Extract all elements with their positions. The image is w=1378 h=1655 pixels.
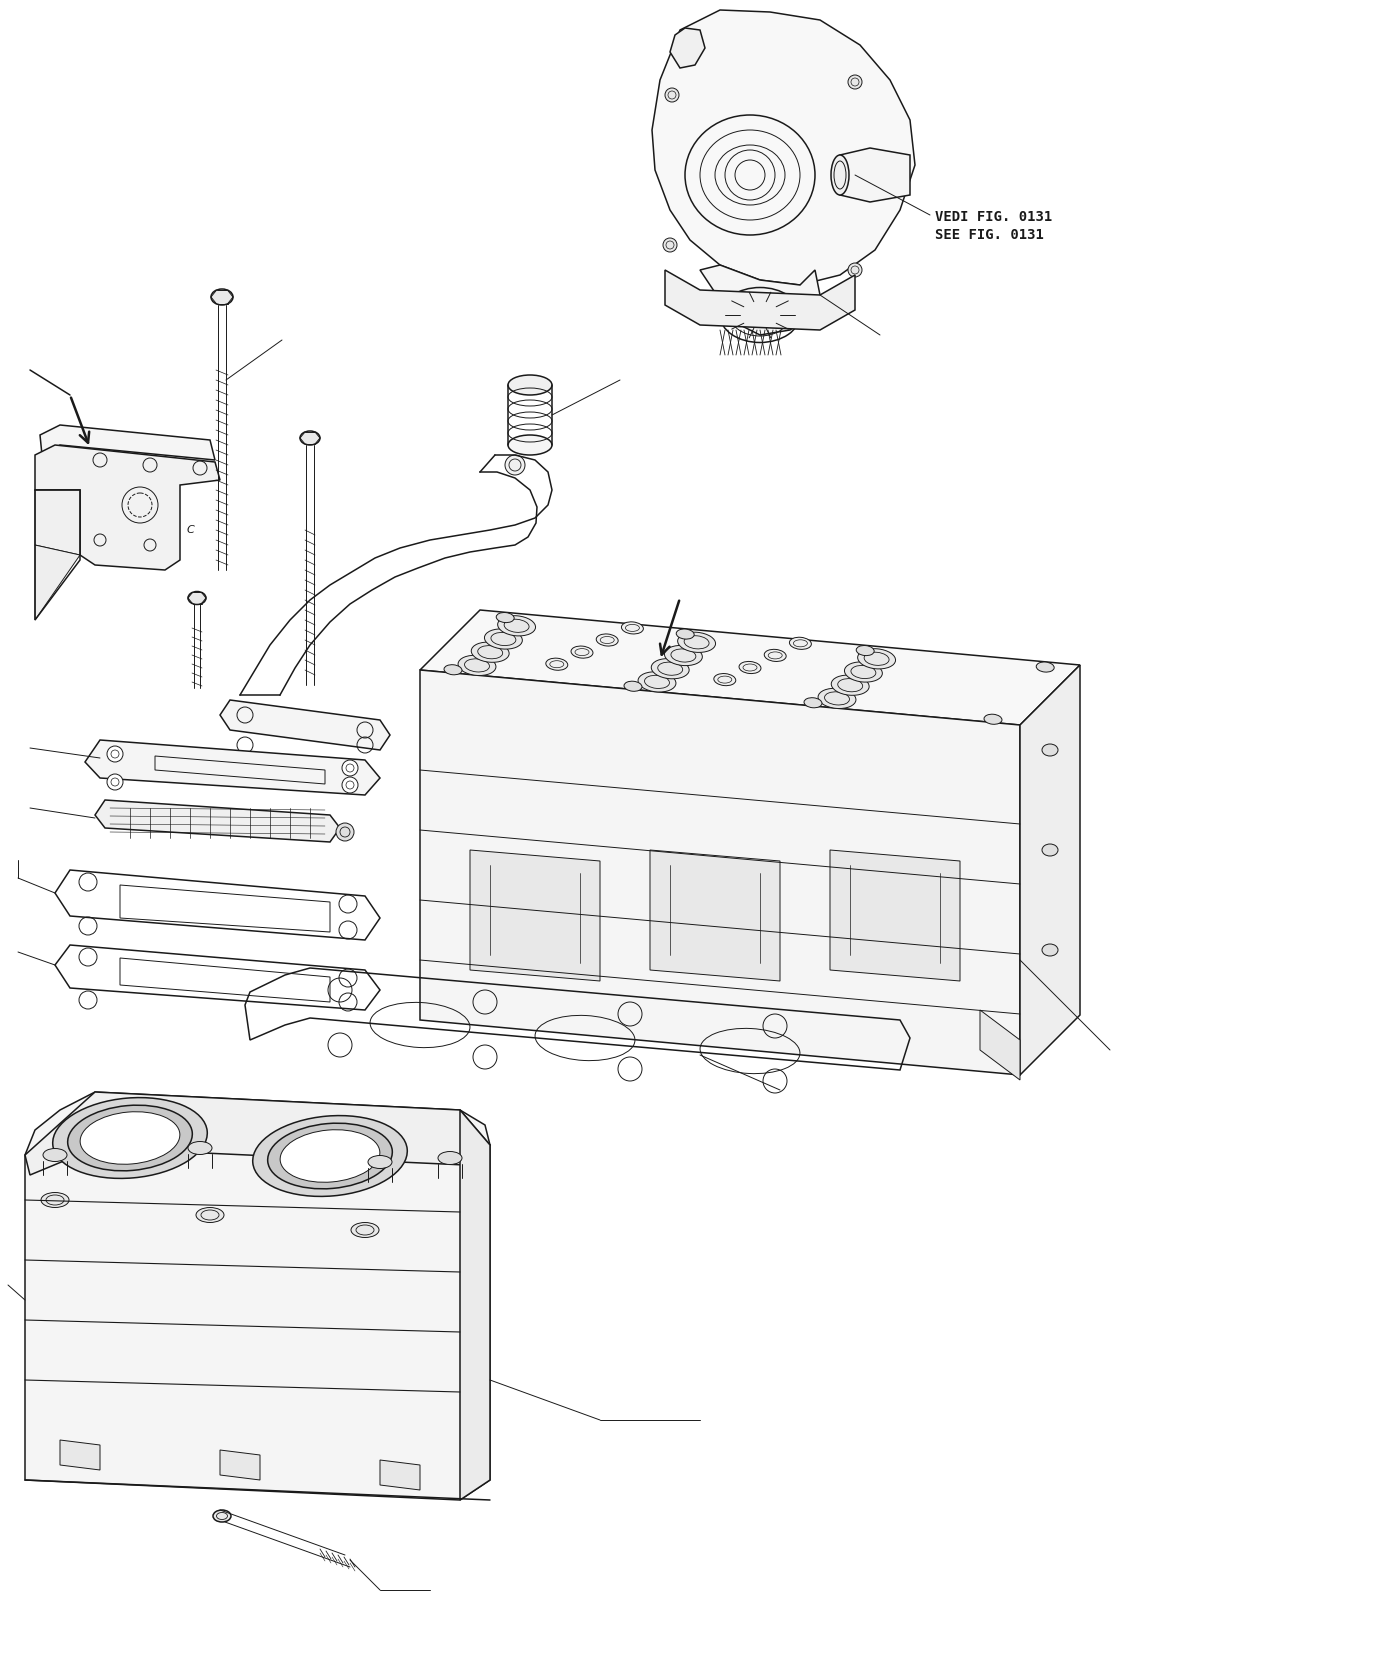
Ellipse shape	[80, 1112, 181, 1163]
Ellipse shape	[211, 290, 233, 305]
Circle shape	[342, 760, 358, 776]
Ellipse shape	[845, 662, 882, 682]
Circle shape	[663, 238, 677, 252]
Ellipse shape	[457, 655, 496, 675]
Ellipse shape	[43, 1149, 68, 1162]
Ellipse shape	[508, 435, 553, 455]
Polygon shape	[830, 851, 960, 981]
Text: VEDI FIG. 0131: VEDI FIG. 0131	[936, 210, 1053, 223]
Polygon shape	[460, 1111, 491, 1499]
Ellipse shape	[496, 612, 514, 622]
Ellipse shape	[485, 629, 522, 649]
Ellipse shape	[621, 622, 644, 634]
Ellipse shape	[831, 675, 870, 695]
Ellipse shape	[790, 637, 812, 649]
Ellipse shape	[196, 1208, 225, 1223]
Ellipse shape	[471, 642, 508, 662]
Polygon shape	[220, 1450, 260, 1480]
Polygon shape	[34, 490, 80, 554]
Ellipse shape	[1042, 844, 1058, 856]
Ellipse shape	[68, 1106, 193, 1170]
Polygon shape	[220, 700, 390, 750]
Ellipse shape	[803, 698, 821, 708]
Polygon shape	[650, 851, 780, 981]
Ellipse shape	[1042, 745, 1058, 756]
Ellipse shape	[267, 1124, 393, 1188]
Ellipse shape	[497, 616, 536, 636]
Ellipse shape	[546, 659, 568, 670]
Polygon shape	[95, 799, 340, 842]
Circle shape	[666, 88, 679, 103]
Ellipse shape	[187, 1142, 212, 1155]
Ellipse shape	[1036, 662, 1054, 672]
Circle shape	[847, 263, 863, 276]
Polygon shape	[666, 270, 854, 329]
Ellipse shape	[638, 672, 677, 692]
Polygon shape	[85, 740, 380, 794]
Circle shape	[107, 746, 123, 761]
Ellipse shape	[214, 1509, 232, 1523]
Ellipse shape	[857, 649, 896, 669]
Ellipse shape	[597, 634, 619, 645]
Ellipse shape	[444, 665, 462, 675]
Ellipse shape	[351, 1223, 379, 1238]
Ellipse shape	[438, 1152, 462, 1165]
Text: C: C	[186, 525, 194, 535]
Ellipse shape	[624, 682, 642, 692]
Ellipse shape	[187, 591, 205, 604]
Polygon shape	[40, 425, 215, 460]
Ellipse shape	[678, 632, 715, 652]
Polygon shape	[420, 611, 1080, 725]
Polygon shape	[34, 544, 80, 621]
Ellipse shape	[508, 376, 553, 396]
Circle shape	[336, 823, 354, 841]
Ellipse shape	[52, 1097, 207, 1178]
Ellipse shape	[570, 645, 593, 659]
Ellipse shape	[652, 659, 689, 679]
Ellipse shape	[714, 674, 736, 685]
Ellipse shape	[664, 645, 703, 665]
Ellipse shape	[1042, 943, 1058, 957]
Ellipse shape	[677, 629, 695, 639]
Ellipse shape	[984, 715, 1002, 725]
Circle shape	[847, 74, 863, 89]
Polygon shape	[420, 670, 1020, 1076]
Polygon shape	[700, 265, 820, 334]
Ellipse shape	[765, 649, 787, 662]
Ellipse shape	[280, 1130, 380, 1182]
Ellipse shape	[856, 645, 874, 655]
Circle shape	[504, 455, 525, 475]
Ellipse shape	[300, 430, 320, 445]
Circle shape	[342, 776, 358, 793]
Polygon shape	[61, 1440, 101, 1470]
Polygon shape	[34, 445, 220, 569]
Ellipse shape	[252, 1115, 408, 1197]
Polygon shape	[380, 1460, 420, 1490]
Circle shape	[107, 775, 123, 789]
Ellipse shape	[831, 156, 849, 195]
Polygon shape	[470, 851, 599, 981]
Polygon shape	[670, 28, 706, 68]
Text: SEE FIG. 0131: SEE FIG. 0131	[936, 228, 1045, 242]
Polygon shape	[25, 1092, 491, 1175]
Ellipse shape	[739, 662, 761, 674]
Ellipse shape	[41, 1193, 69, 1208]
Polygon shape	[25, 1092, 491, 1499]
Polygon shape	[980, 1010, 1020, 1081]
Polygon shape	[652, 10, 915, 285]
Ellipse shape	[819, 688, 856, 708]
Ellipse shape	[368, 1155, 391, 1168]
Polygon shape	[841, 147, 909, 202]
Polygon shape	[1020, 665, 1080, 1076]
